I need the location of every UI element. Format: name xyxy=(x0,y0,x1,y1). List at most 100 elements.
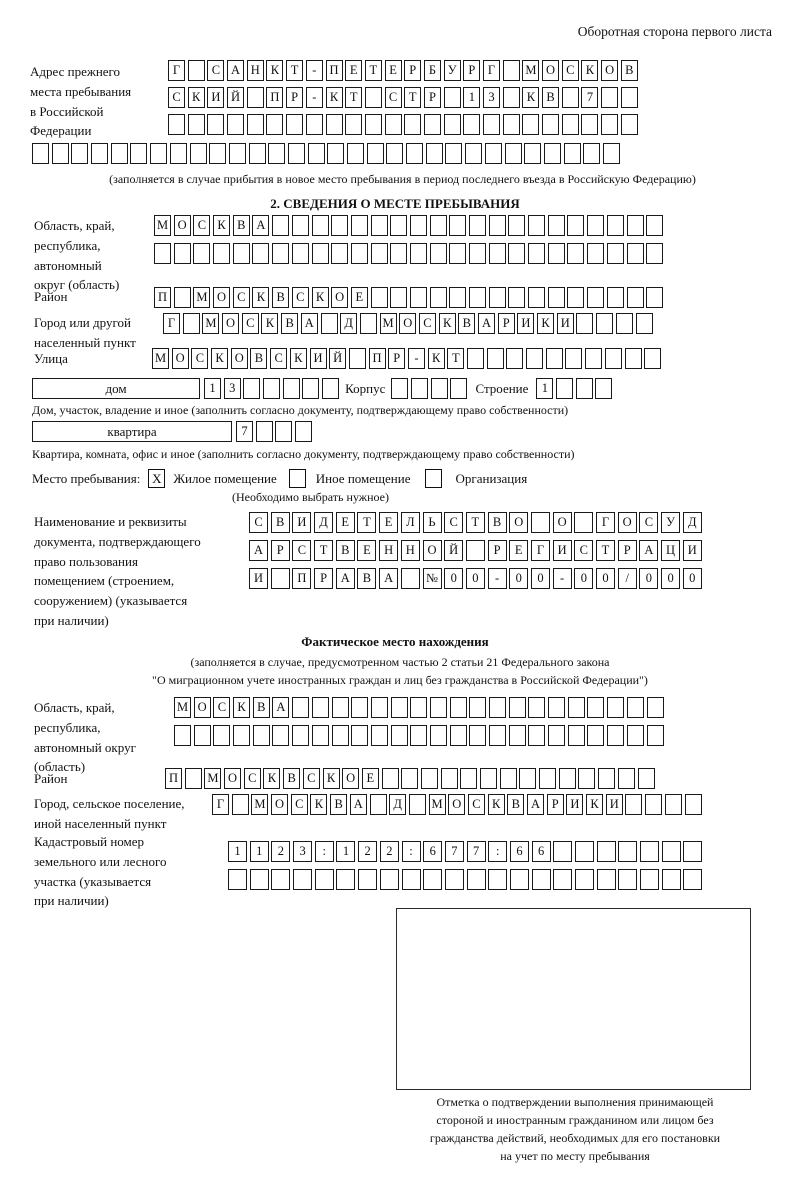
form-cell[interactable] xyxy=(150,143,168,164)
form-cell[interactable] xyxy=(168,114,185,135)
form-cell[interactable]: Р xyxy=(423,87,441,108)
form-cell[interactable] xyxy=(502,60,520,81)
form-cell[interactable] xyxy=(233,725,251,746)
form-cell[interactable]: П xyxy=(325,60,343,81)
form-cell[interactable] xyxy=(683,841,703,862)
form-cell[interactable]: С xyxy=(193,215,211,236)
form-cell[interactable]: К xyxy=(310,794,328,815)
form-cell[interactable]: Т xyxy=(314,540,334,561)
form-cell[interactable] xyxy=(567,697,585,718)
form-cell[interactable]: М xyxy=(522,60,540,81)
form-cell[interactable]: С xyxy=(213,697,231,718)
form-cell[interactable]: В xyxy=(283,768,301,789)
form-cell[interactable] xyxy=(325,114,343,135)
form-cell[interactable] xyxy=(443,87,461,108)
form-cell[interactable] xyxy=(400,568,420,589)
form-cell[interactable] xyxy=(646,725,664,746)
form-cell[interactable] xyxy=(390,697,408,718)
form-cell[interactable]: 2 xyxy=(358,841,378,862)
form-cell[interactable] xyxy=(607,725,625,746)
form-cell[interactable]: 3 xyxy=(293,841,313,862)
form-cell[interactable]: В xyxy=(542,87,560,108)
form-cell[interactable] xyxy=(327,143,345,164)
form-cell[interactable] xyxy=(465,143,483,164)
checkbox-other-premises[interactable] xyxy=(288,469,306,488)
form-cell[interactable]: Г xyxy=(168,60,185,81)
form-cell[interactable] xyxy=(646,697,664,718)
form-cell[interactable] xyxy=(575,869,594,890)
form-cell[interactable]: 1 xyxy=(204,378,221,399)
form-cell[interactable] xyxy=(547,287,565,308)
form-cell[interactable] xyxy=(384,114,402,135)
form-cell[interactable]: Т xyxy=(447,348,465,369)
form-cell[interactable] xyxy=(287,143,305,164)
form-cell[interactable] xyxy=(563,143,581,164)
form-cell[interactable]: О xyxy=(422,540,442,561)
form-cell[interactable] xyxy=(466,869,486,890)
form-cell[interactable] xyxy=(561,87,579,108)
form-cell[interactable] xyxy=(508,725,526,746)
form-cell[interactable]: 7 xyxy=(444,841,464,862)
form-cell[interactable] xyxy=(420,768,438,789)
form-cell[interactable] xyxy=(390,287,408,308)
form-cell[interactable]: 1 xyxy=(463,87,481,108)
form-cell[interactable] xyxy=(272,215,290,236)
form-cell[interactable] xyxy=(366,143,384,164)
form-cell[interactable] xyxy=(502,87,520,108)
form-cell[interactable] xyxy=(429,287,447,308)
form-cell[interactable] xyxy=(302,378,320,399)
form-cell[interactable] xyxy=(645,794,663,815)
form-cell[interactable] xyxy=(187,60,205,81)
form-cell[interactable] xyxy=(620,114,638,135)
form-cell[interactable] xyxy=(548,725,566,746)
form-cell[interactable] xyxy=(618,869,638,890)
form-cell[interactable]: В xyxy=(330,794,348,815)
form-cell[interactable]: С xyxy=(290,794,308,815)
form-cell[interactable] xyxy=(173,287,191,308)
form-cell[interactable] xyxy=(445,143,463,164)
form-cell[interactable] xyxy=(626,215,644,236)
form-cell[interactable] xyxy=(601,114,619,135)
form-cell[interactable]: С xyxy=(444,512,464,533)
form-cell[interactable] xyxy=(587,243,605,264)
form-cell[interactable]: Н xyxy=(246,60,264,81)
form-cell[interactable]: С xyxy=(207,60,225,81)
form-cell[interactable] xyxy=(637,768,655,789)
form-cell[interactable] xyxy=(626,725,644,746)
form-cell[interactable] xyxy=(314,869,334,890)
form-cell[interactable]: Т xyxy=(596,540,615,561)
form-cell[interactable] xyxy=(425,143,443,164)
form-cell[interactable] xyxy=(463,114,481,135)
form-cell[interactable]: С xyxy=(574,540,594,561)
form-cell[interactable]: А xyxy=(252,215,270,236)
form-cell[interactable]: Т xyxy=(286,60,304,81)
form-cell[interactable]: Р xyxy=(617,540,637,561)
form-cell[interactable]: 6 xyxy=(423,841,443,862)
form-cell[interactable]: О xyxy=(617,512,637,533)
form-cell[interactable] xyxy=(578,768,596,789)
form-cell[interactable]: С xyxy=(384,87,402,108)
form-cell[interactable]: О xyxy=(171,348,189,369)
form-cell[interactable]: Е xyxy=(509,540,529,561)
form-cell[interactable]: Й xyxy=(444,540,464,561)
form-cell[interactable] xyxy=(227,114,245,135)
form-cell[interactable] xyxy=(409,215,427,236)
form-cell[interactable]: № xyxy=(422,568,442,589)
form-cell[interactable] xyxy=(575,841,594,862)
form-cell[interactable] xyxy=(567,287,585,308)
form-cell[interactable]: Р xyxy=(388,348,406,369)
form-cell[interactable]: Т xyxy=(465,512,485,533)
form-cell[interactable] xyxy=(449,697,467,718)
form-cell[interactable] xyxy=(311,725,329,746)
form-cell[interactable] xyxy=(528,243,546,264)
form-cell[interactable] xyxy=(401,768,419,789)
form-cell[interactable] xyxy=(386,143,404,164)
form-cell[interactable] xyxy=(625,794,643,815)
form-cell[interactable]: Е xyxy=(361,768,379,789)
form-cell[interactable] xyxy=(408,794,426,815)
form-cell[interactable] xyxy=(423,869,443,890)
form-cell[interactable] xyxy=(561,114,579,135)
form-cell[interactable]: К xyxy=(289,348,307,369)
form-cell[interactable] xyxy=(585,348,603,369)
form-cell[interactable] xyxy=(543,143,561,164)
